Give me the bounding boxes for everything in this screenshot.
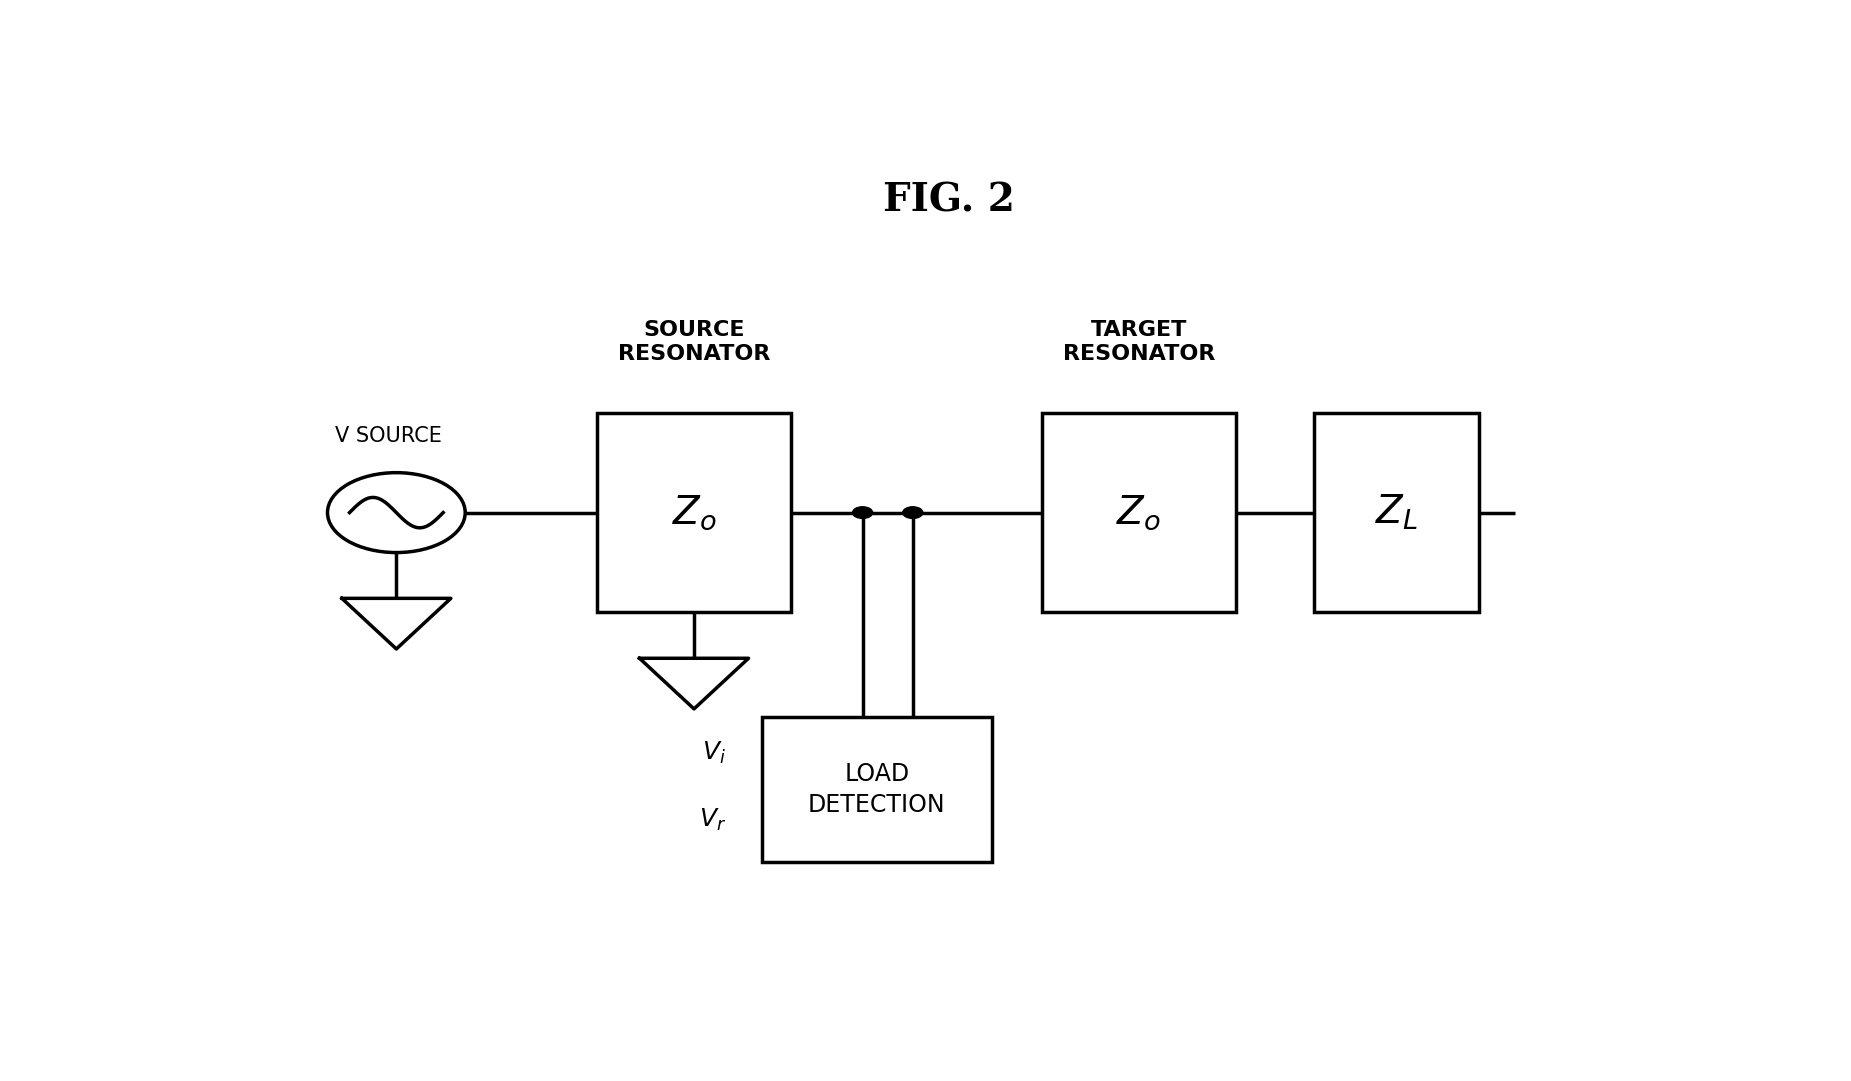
Circle shape xyxy=(328,472,465,552)
Circle shape xyxy=(853,507,872,519)
Text: $Z_L$: $Z_L$ xyxy=(1375,493,1418,532)
Text: $V_r$: $V_r$ xyxy=(700,808,726,833)
Bar xyxy=(763,717,992,863)
Text: $Z_o$: $Z_o$ xyxy=(672,493,716,532)
Text: LOAD
DETECTION: LOAD DETECTION xyxy=(809,762,946,817)
Text: V SOURCE: V SOURCE xyxy=(335,426,442,446)
Text: TARGET
RESONATOR: TARGET RESONATOR xyxy=(1062,320,1214,364)
Circle shape xyxy=(903,507,924,519)
Text: SOURCE
RESONATOR: SOURCE RESONATOR xyxy=(618,320,770,364)
Bar xyxy=(1314,413,1479,613)
Bar xyxy=(598,413,790,613)
Text: $V_i$: $V_i$ xyxy=(702,740,726,766)
Text: $Z_o$: $Z_o$ xyxy=(1116,493,1161,532)
Text: FIG. 2: FIG. 2 xyxy=(883,182,1014,219)
Bar xyxy=(1042,413,1236,613)
